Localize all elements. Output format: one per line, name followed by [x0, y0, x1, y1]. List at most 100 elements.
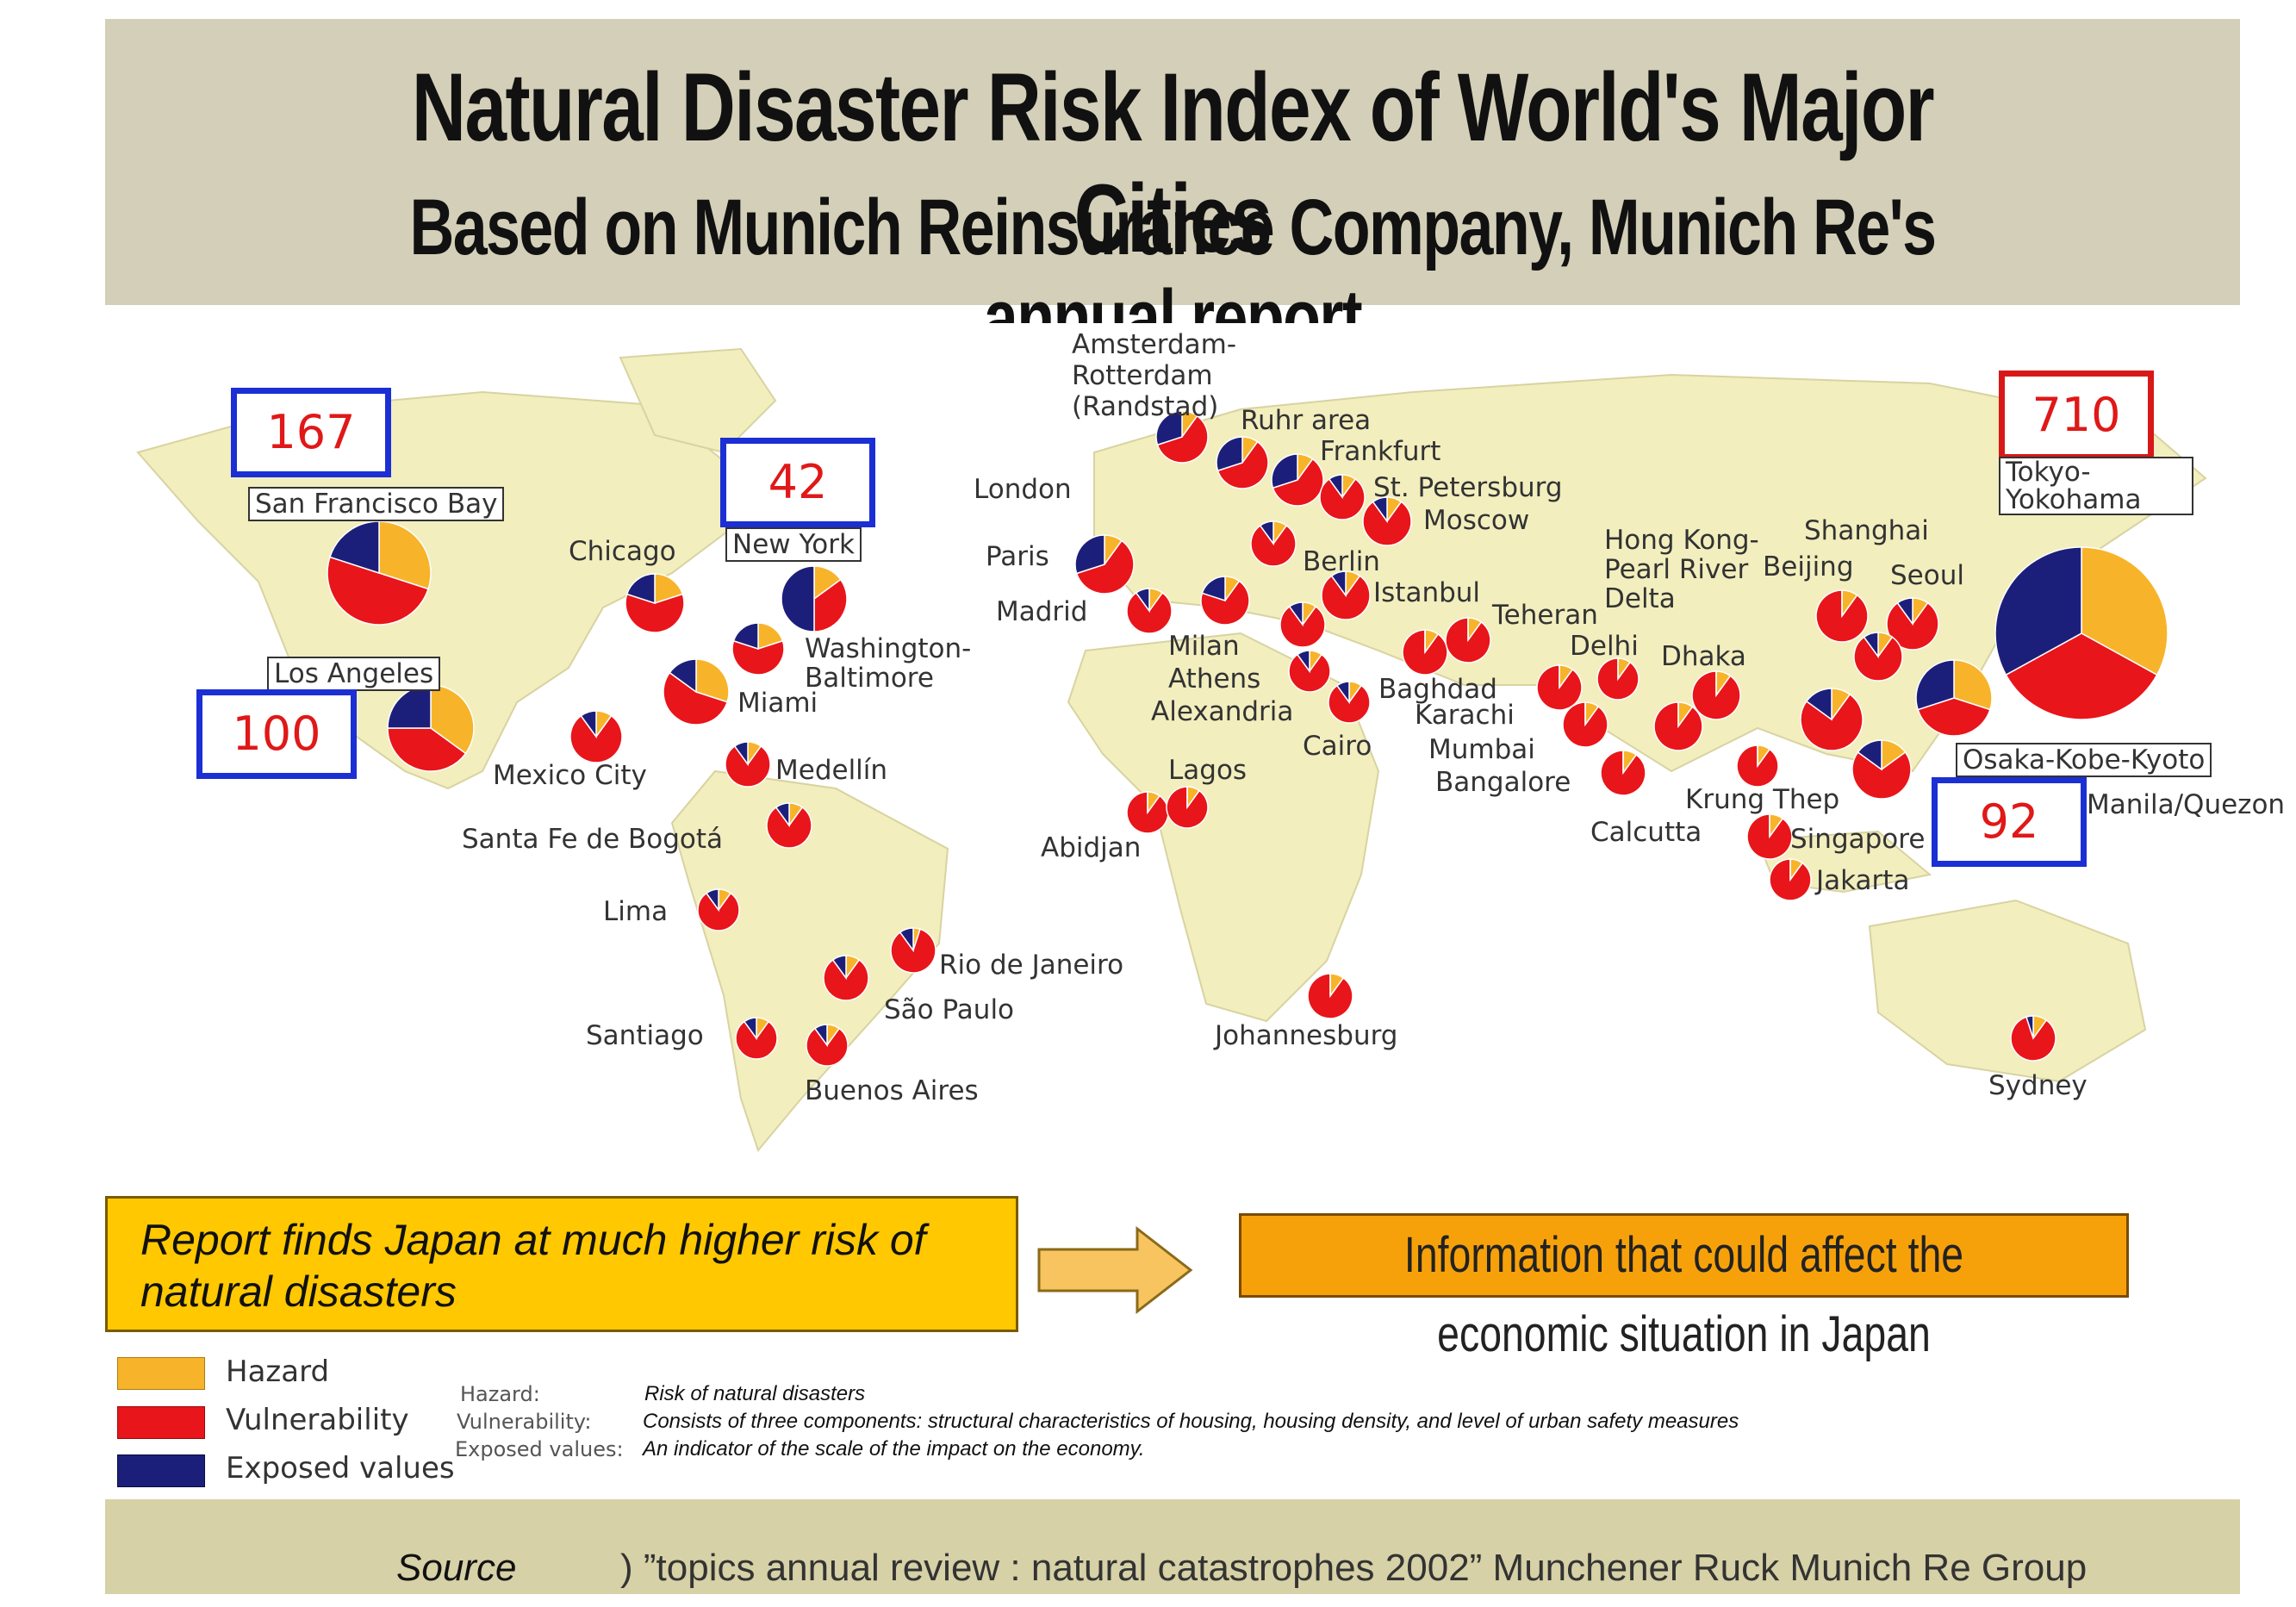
label-mumbai: Mumbai — [1428, 734, 1535, 765]
greenland-landmass — [619, 347, 777, 454]
city-risk-pie — [1915, 659, 1993, 737]
definition-exposed-key: Exposed values: — [455, 1437, 624, 1461]
city-risk-pie — [735, 1017, 778, 1060]
city-risk-pie — [1653, 701, 1703, 751]
risk-box-osaka: 92 — [1932, 777, 2087, 867]
label-teheran: Teheran — [1492, 600, 1598, 631]
city-risk-pie — [1271, 453, 1324, 507]
label-santiago: Santiago — [586, 1020, 704, 1051]
city-risk-pie — [1362, 496, 1412, 546]
label-calcutta: Calcutta — [1590, 817, 1702, 848]
city-risk-pie — [2010, 1015, 2056, 1062]
city-risk-pie — [697, 888, 740, 931]
label-istanbul: Istanbul — [1373, 577, 1481, 608]
label-london: London — [974, 474, 1072, 505]
label-st-petersburg: St. Petersburg — [1373, 472, 1563, 503]
label-medellin: Medellín — [775, 755, 888, 786]
label-lima: Lima — [603, 896, 669, 927]
legend-exposed-swatch — [117, 1454, 205, 1487]
label-shanghai: Shanghai — [1804, 515, 1929, 546]
label-ruhr: Ruhr area — [1241, 405, 1372, 436]
city-risk-pie — [1736, 744, 1779, 788]
city-risk-pie — [1600, 750, 1646, 796]
label-johannesburg: Johannesburg — [1215, 1020, 1398, 1051]
label-madrid: Madrid — [996, 596, 1088, 627]
label-milan: Milan — [1168, 631, 1240, 662]
label-buenos-aires: Buenos Aires — [805, 1075, 979, 1106]
city-risk-pie — [806, 1024, 849, 1067]
city-risk-pie — [1536, 664, 1583, 711]
label-frankfurt: Frankfurt — [1320, 436, 1441, 467]
city-risk-pie — [1328, 681, 1371, 724]
info-callout: Information that could affect the econom… — [1239, 1213, 2129, 1362]
city-risk-pie — [1445, 617, 1491, 663]
city-risk-pie — [823, 955, 869, 1001]
legend-hazard-swatch — [117, 1357, 205, 1390]
city-risk-pie — [1800, 688, 1864, 751]
label-moscow: Moscow — [1423, 505, 1530, 536]
label-washington: Washington-Baltimore — [805, 633, 972, 694]
city-risk-pie — [1216, 436, 1269, 489]
source-citation: ) ”topics annual review : natural catast… — [620, 1547, 2088, 1589]
label-berlin: Berlin — [1303, 546, 1380, 577]
city-risk-pie — [387, 684, 475, 772]
city-risk-pie — [1851, 739, 1912, 800]
page-title: Natural Disaster Risk Index of World's M… — [411, 53, 1935, 272]
city-risk-pie — [1074, 534, 1135, 595]
city-risk-pie — [327, 520, 432, 626]
report-callout: Report finds Japan at much higher risk o… — [105, 1196, 1018, 1332]
city-risk-pie — [1250, 520, 1297, 567]
risk-box-new-york: 42 — [720, 438, 875, 527]
label-alexandria: Alexandria — [1151, 696, 1294, 727]
label-new-york: New York — [725, 527, 862, 562]
label-hong-kong: Hong Kong- Pearl River Delta — [1604, 525, 1759, 614]
city-risk-pie — [766, 802, 812, 849]
label-tokyo: Tokyo-Yokohama — [1999, 457, 2193, 515]
risk-box-san-francisco: 167 — [231, 388, 391, 477]
header-banner: Natural Disaster Risk Index of World's M… — [105, 19, 2240, 362]
risk-box-los-angeles: 100 — [196, 689, 357, 779]
source-prefix: Source — [396, 1547, 517, 1589]
label-seoul: Seoul — [1890, 560, 1964, 591]
label-beijing: Beijing — [1763, 551, 1854, 582]
city-risk-pie — [1596, 657, 1640, 701]
city-risk-pie — [1402, 629, 1448, 676]
label-delhi: Delhi — [1570, 631, 1639, 662]
city-risk-pie — [890, 927, 936, 974]
definition-hazard-key: Hazard: — [460, 1382, 540, 1406]
label-manila: Manila/Quezon — [2087, 789, 2286, 820]
city-risk-pie — [1886, 597, 1939, 651]
city-risk-pie — [1155, 410, 1209, 464]
label-bangalore: Bangalore — [1435, 767, 1571, 798]
label-chicago: Chicago — [569, 536, 676, 567]
definition-vulnerability-key: Vulnerability: — [457, 1410, 592, 1434]
city-risk-pie — [1746, 813, 1793, 860]
label-bogota: Santa Fe de Bogotá — [462, 824, 724, 855]
south-america-landmass — [670, 769, 949, 1153]
label-baghdad: Baghdad — [1378, 674, 1497, 705]
world-map — [121, 323, 2231, 1185]
city-risk-pie — [1166, 786, 1209, 829]
definition-vulnerability-value: Consists of three components: structural… — [643, 1410, 1739, 1433]
city-risk-pie — [1691, 670, 1741, 720]
city-risk-pie — [1815, 589, 1869, 643]
city-risk-pie — [1321, 570, 1371, 620]
legend-vulnerability-swatch — [117, 1406, 205, 1439]
city-risk-pie — [725, 741, 771, 788]
label-sao-paulo: São Paulo — [884, 994, 1015, 1025]
city-risk-pie — [781, 565, 848, 632]
definition-hazard-value: Risk of natural disasters — [644, 1382, 866, 1405]
city-risk-pie — [1319, 474, 1366, 520]
city-risk-pie — [1853, 632, 1903, 682]
city-risk-pie — [731, 622, 785, 676]
label-amsterdam: Amsterdam-Rotterdam (Randstad) — [1072, 329, 1237, 422]
australia-landmass — [1868, 899, 2147, 1083]
pie-chart-markers — [327, 410, 2168, 1067]
city-risk-pie — [1307, 973, 1353, 1019]
label-jakarta: Jakarta — [1816, 865, 1910, 896]
label-paris: Paris — [986, 541, 1049, 572]
city-risk-pie — [1769, 858, 1812, 901]
legend-vulnerability-label: Vulnerability — [226, 1403, 409, 1437]
label-los-angeles: Los Angeles — [267, 657, 441, 691]
label-rio: Rio de Janeiro — [939, 950, 1124, 981]
